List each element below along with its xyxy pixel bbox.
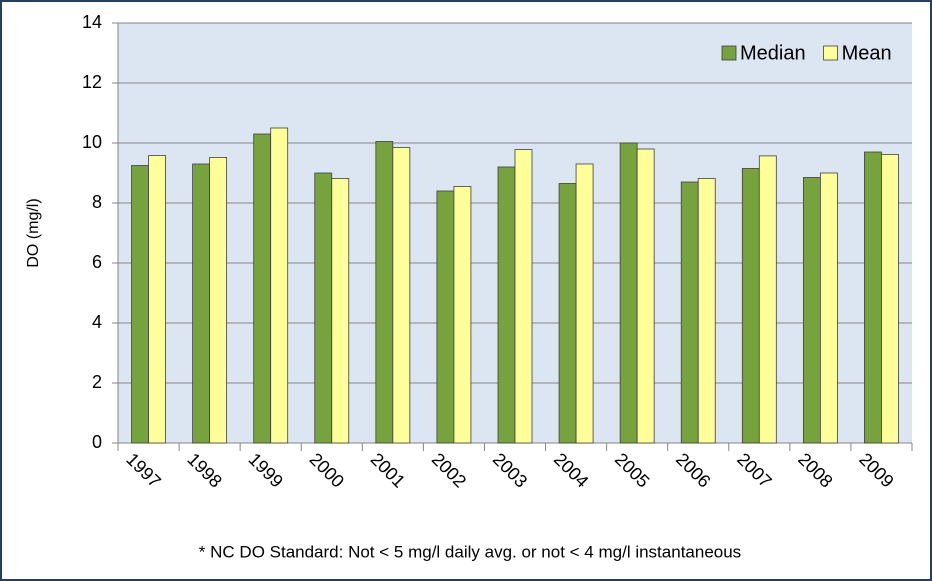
legend-label: Median xyxy=(740,42,806,64)
bar xyxy=(514,149,533,444)
bar xyxy=(253,133,272,444)
bar xyxy=(453,186,472,444)
y-axis-label: DO (mg/l) xyxy=(25,198,42,267)
bar xyxy=(881,153,899,444)
bar xyxy=(497,166,516,444)
bar xyxy=(636,148,655,444)
y-tick-label: 6 xyxy=(92,252,102,272)
bar xyxy=(192,163,211,444)
y-tick-label: 10 xyxy=(82,132,102,152)
bar xyxy=(575,163,594,444)
bar xyxy=(802,177,821,444)
bar xyxy=(758,155,777,444)
legend-swatch xyxy=(823,45,839,61)
y-tick-label: 2 xyxy=(92,372,102,392)
y-tick-label: 4 xyxy=(92,312,102,332)
bar xyxy=(314,172,333,444)
bar xyxy=(697,177,716,444)
bar xyxy=(680,181,699,444)
bar xyxy=(375,141,394,444)
footnote: * NC DO Standard: Not < 5 mg/l daily avg… xyxy=(199,542,741,561)
y-tick-label: 12 xyxy=(82,72,102,92)
bar xyxy=(209,156,228,444)
bar xyxy=(558,183,577,444)
bar xyxy=(131,165,149,444)
legend-swatch xyxy=(721,45,737,61)
bar xyxy=(864,151,882,444)
bar xyxy=(392,147,411,444)
bar xyxy=(148,155,166,444)
y-tick-label: 14 xyxy=(82,12,102,32)
y-tick-label: 8 xyxy=(92,192,102,212)
y-tick-label: 0 xyxy=(92,432,102,452)
legend-label: Mean xyxy=(842,42,892,64)
bar xyxy=(819,172,838,444)
bar xyxy=(436,190,455,444)
bar xyxy=(619,142,638,444)
bar xyxy=(741,168,760,444)
bar xyxy=(331,177,350,444)
bar xyxy=(270,127,289,444)
